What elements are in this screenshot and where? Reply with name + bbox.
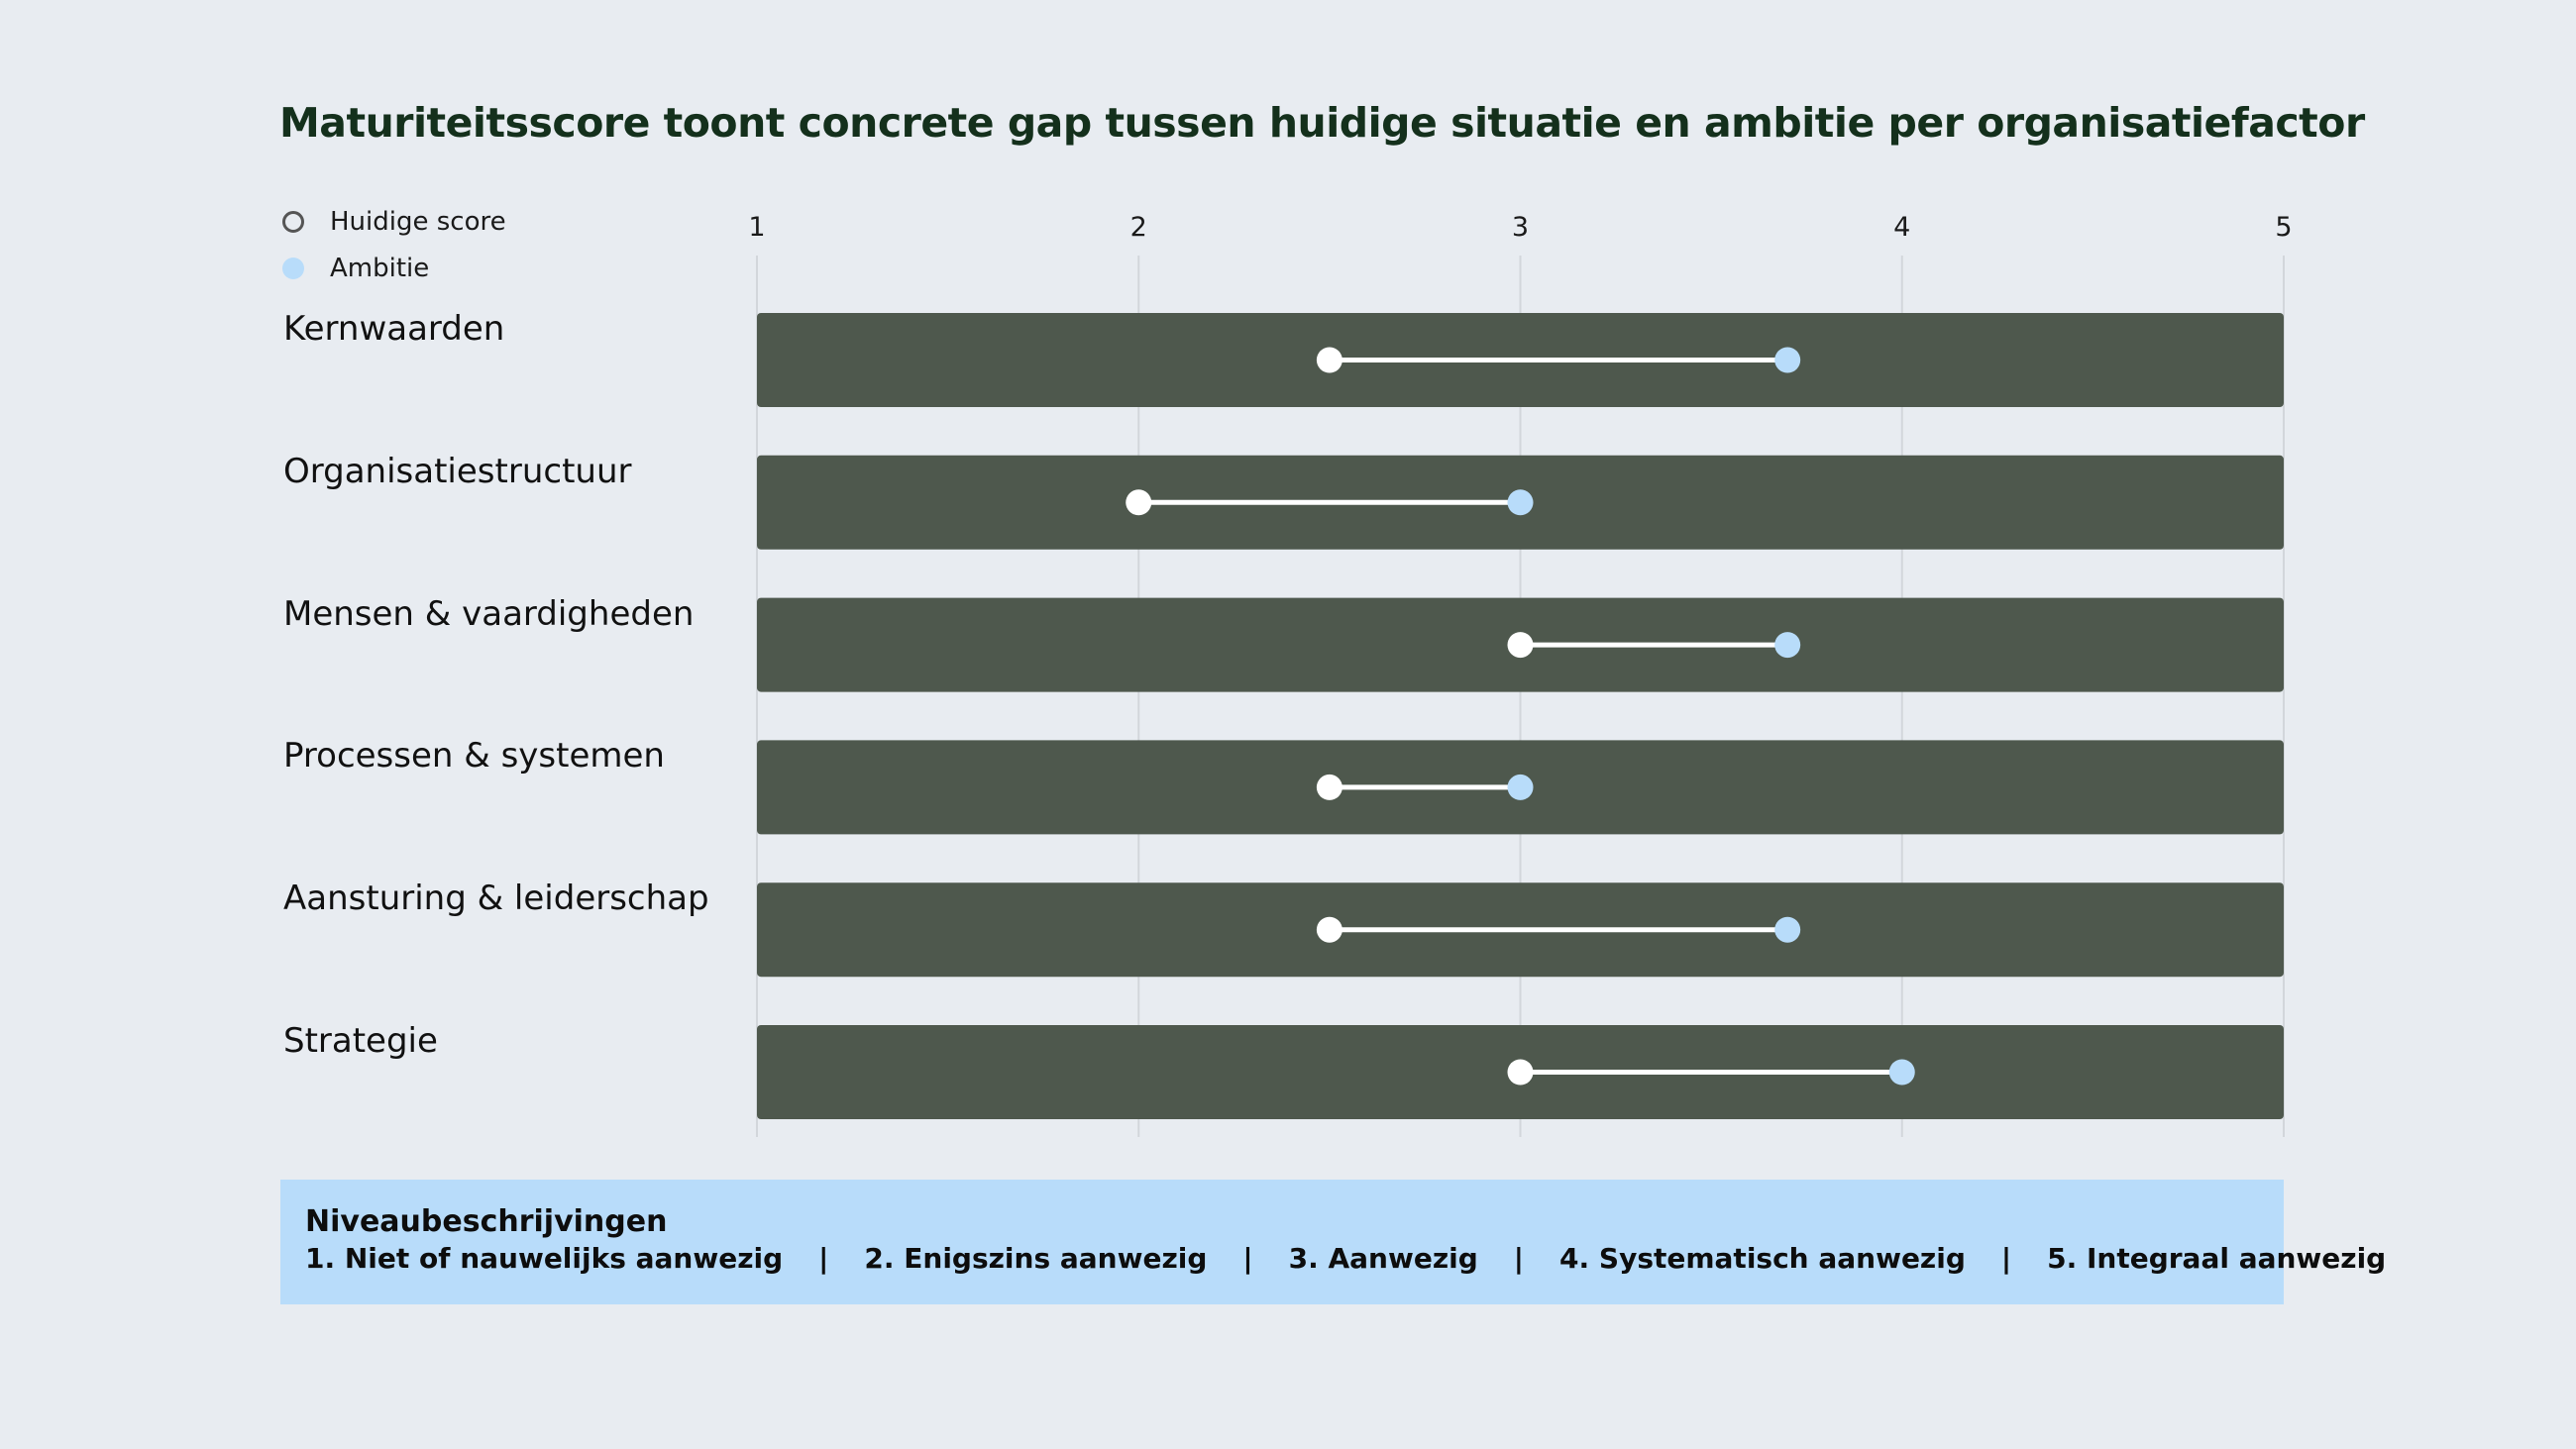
legend-label-current: Huidige score [330, 206, 506, 237]
row-label: Mensen & vaardigheden [283, 593, 695, 634]
chart-title: Maturiteitsscore toont concrete gap tuss… [279, 99, 2365, 147]
current-score-point [1316, 774, 1342, 800]
x-tick-label: 1 [748, 212, 765, 243]
ambition-point [1507, 489, 1534, 516]
legend-marker-current-icon [282, 210, 304, 233]
row-label: Processen & systemen [283, 736, 665, 776]
legend-item-ambition: Ambitie [282, 245, 506, 291]
row-label: Organisatiestructuur [283, 451, 632, 491]
legend-label-ambition: Ambitie [330, 253, 430, 283]
ambition-point [1888, 1059, 1915, 1086]
legend-marker-ambition-icon [282, 257, 304, 279]
level-description: 3. Aanwezig [1288, 1242, 1478, 1275]
current-score-point [1316, 916, 1342, 943]
ambition-point [1774, 632, 1801, 659]
current-score-point [1507, 632, 1534, 659]
row-label: Kernwaarden [283, 309, 505, 349]
level-description: 5. Integraal aanwezig [2047, 1242, 2387, 1275]
legend-item-current: Huidige score [282, 198, 506, 245]
level-separator: | [818, 1242, 829, 1275]
level-separator: | [1242, 1242, 1253, 1275]
ambition-point [1774, 916, 1801, 943]
ambition-point [1507, 774, 1534, 800]
level-descriptions-panel: Niveaubeschrijvingen 1. Niet of nauwelij… [280, 1180, 2386, 1304]
level-separator: | [2000, 1242, 2012, 1275]
level-description: 4. Systematisch aanwezig [1559, 1242, 1966, 1275]
x-tick-label: 4 [1893, 212, 1910, 243]
current-score-point [1507, 1059, 1534, 1086]
current-score-point [1126, 489, 1152, 516]
level-descriptions-list: 1. Niet of nauwelijks aanwezig | 2. Enigsz… [305, 1241, 2386, 1277]
ambition-point [1774, 347, 1801, 373]
level-descriptions-title: Niveaubeschrijvingen [305, 1204, 668, 1239]
current-score-point [1316, 347, 1342, 373]
level-description: 1. Niet of nauwelijks aanwezig [305, 1242, 784, 1275]
level-description: 2. Enigszins aanwezig [864, 1242, 1208, 1275]
level-separator: | [1513, 1242, 1525, 1275]
row-label: Aansturing & leiderschap [283, 879, 709, 919]
dumbbell-chart: 1 2 3 4 5 [748, 212, 2293, 1137]
x-tick-label: 2 [1130, 212, 1147, 243]
x-tick-label: 5 [2275, 212, 2292, 243]
legend: Huidige score Ambitie [282, 198, 506, 291]
row-label: Strategie [283, 1021, 438, 1061]
x-tick-label: 3 [1512, 212, 1529, 243]
